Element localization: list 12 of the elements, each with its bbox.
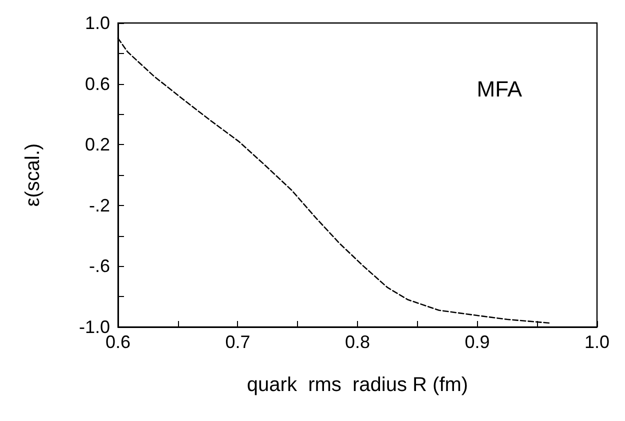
y-tick-label: 1.0 <box>84 13 110 33</box>
y-tick-label: 0.2 <box>84 134 110 155</box>
annotation: MFA <box>476 76 522 102</box>
x-tick-label: 0.9 <box>464 332 490 352</box>
x-axis-title: quark rms radius R (fm) <box>246 374 468 396</box>
y-tick-label: -.6 <box>88 256 110 276</box>
x-tick-label: 1.0 <box>584 332 610 352</box>
x-tick-label: 0.7 <box>225 332 250 352</box>
y-tick-label: -.2 <box>88 195 110 216</box>
x-tick-label: 0.8 <box>344 332 370 352</box>
y-tick-label: 0.6 <box>84 74 110 94</box>
y-axis-title: ε(scal.) <box>22 143 44 207</box>
